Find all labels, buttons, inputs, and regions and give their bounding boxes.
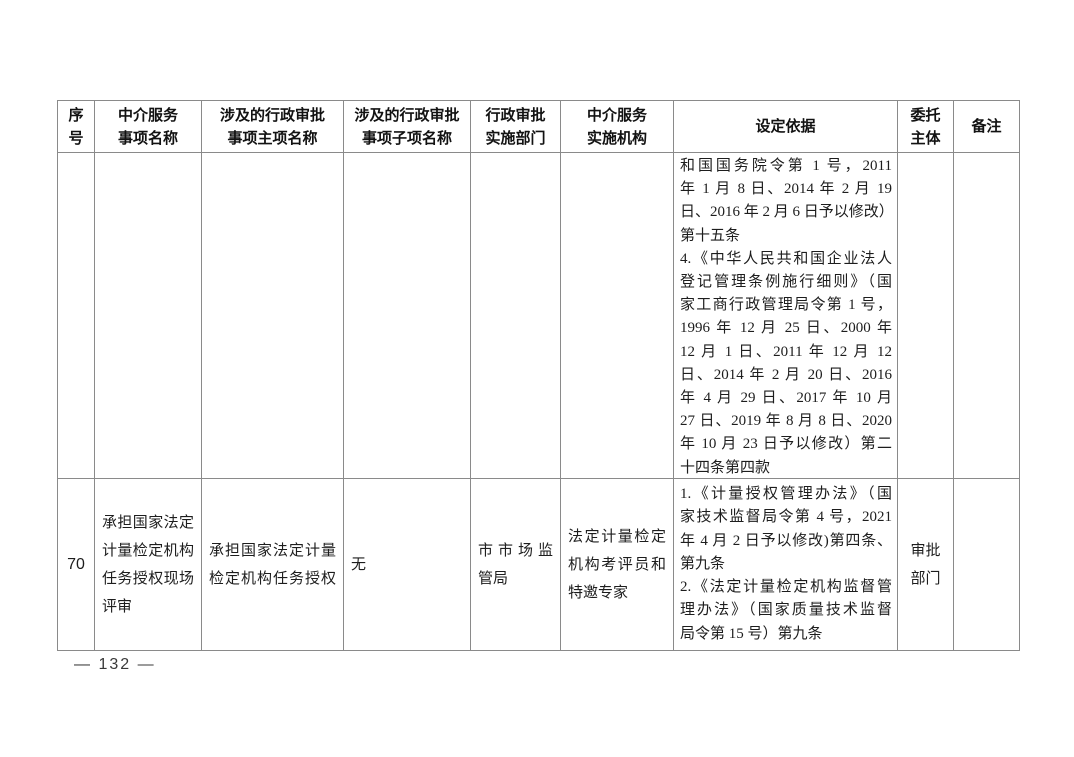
cont-entrusting-cell bbox=[898, 153, 954, 479]
row70-service-name-cell: 承担国家法定 计量检定机构 任务授权现场 评审 bbox=[95, 479, 202, 651]
row70-main-item-cell: 承担国家法定计量 检定机构任务授权 bbox=[202, 479, 344, 651]
row70-remark-cell bbox=[954, 479, 1020, 651]
header-sub-item: 涉及的行政审批 事项子项名称 bbox=[344, 101, 471, 153]
cont-agency-cell bbox=[561, 153, 674, 479]
header-seq: 序 号 bbox=[58, 101, 95, 153]
cont-main-item-cell bbox=[202, 153, 344, 479]
header-basis: 设定依据 bbox=[674, 101, 898, 153]
row70-basis-cell: 1.《计量授权管理办法》（国 家技术监督局令第 4 号，2021 年 4 月 2 日… bbox=[674, 479, 898, 651]
cont-remark-cell bbox=[954, 153, 1020, 479]
header-entrusting: 委托 主体 bbox=[898, 101, 954, 153]
row70-department-cell: 市市场监 管局 bbox=[471, 479, 561, 651]
cont-service-name-cell bbox=[95, 153, 202, 479]
row70-agency-cell: 法定计量检定 机构考评员和 特邀专家 bbox=[561, 479, 674, 651]
header-department: 行政审批 实施部门 bbox=[471, 101, 561, 153]
row70-sub-item-cell: 无 bbox=[344, 479, 471, 651]
cont-department-cell bbox=[471, 153, 561, 479]
row70-seq-cell: 70 bbox=[58, 479, 95, 651]
header-agency: 中介服务 实施机构 bbox=[561, 101, 674, 153]
page-number: — 132 — bbox=[74, 656, 156, 673]
header-remark: 备注 bbox=[954, 101, 1020, 153]
intermediary-services-table: 序 号 中介服务 事项名称 涉及的行政审批 事项主项名称 涉及的行政审批 事项子… bbox=[57, 100, 1020, 651]
header-service-name: 中介服务 事项名称 bbox=[95, 101, 202, 153]
header-main-item: 涉及的行政审批 事项主项名称 bbox=[202, 101, 344, 153]
row70-entrusting-cell: 审批 部门 bbox=[898, 479, 954, 651]
cont-sub-item-cell bbox=[344, 153, 471, 479]
cont-seq-cell bbox=[58, 153, 95, 479]
cont-basis-cell: 和国国务院令第 1 号，2011 年 1 月 8 日、2014 年 2 月 19 日… bbox=[674, 153, 898, 479]
